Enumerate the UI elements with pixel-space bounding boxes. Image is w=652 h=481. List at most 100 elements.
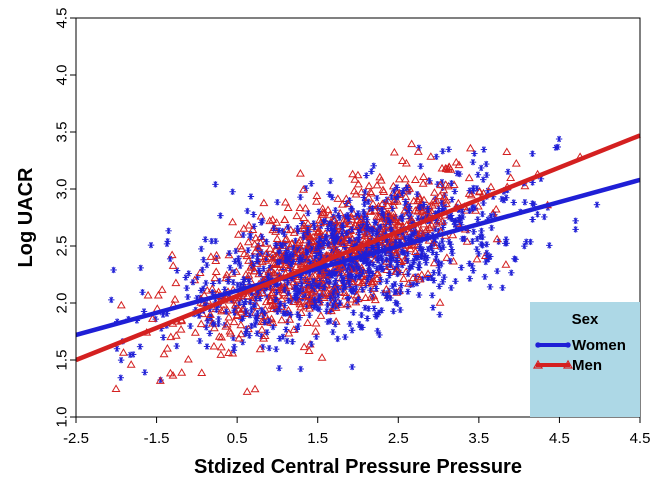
scatter-point-women	[283, 337, 291, 345]
scatter-point-men	[364, 181, 374, 190]
scatter-point-men	[304, 291, 313, 300]
scatter-point-women	[439, 148, 446, 155]
scatter-point-men	[372, 274, 382, 283]
scatter-point-women	[368, 168, 375, 175]
scatter-point-women	[225, 278, 232, 285]
scatter-point-women	[541, 213, 548, 221]
scatter-point-men	[281, 260, 291, 269]
scatter-point-women	[279, 333, 287, 340]
scatter-point-men	[374, 201, 384, 210]
scatter-point-men	[416, 228, 426, 237]
scatter-point-men	[251, 233, 261, 242]
scatter-point-women	[487, 253, 494, 260]
scatter-point-men	[429, 188, 439, 196]
scatter-point-women	[275, 364, 283, 372]
scatter-point-women	[455, 216, 462, 224]
scatter-point-women	[416, 203, 424, 211]
scatter-point-women	[411, 228, 419, 236]
scatter-point-women	[365, 198, 372, 205]
scatter-point-men	[436, 180, 445, 189]
scatter-point-women	[272, 296, 280, 303]
scatter-point-women	[510, 199, 517, 206]
scatter-point-women	[295, 287, 302, 295]
scatter-point-men	[319, 289, 329, 297]
scatter-point-men	[502, 147, 512, 156]
scatter-point-women	[239, 338, 246, 346]
scatter-point-women	[359, 268, 367, 276]
scatter-point-men	[410, 175, 420, 184]
scatter-point-men	[281, 197, 290, 206]
scatter-point-women	[498, 195, 505, 203]
scatter-point-men	[147, 314, 157, 322]
scatter-point-women	[452, 278, 459, 285]
scatter-point-men	[381, 284, 391, 293]
scatter-point-men	[311, 326, 321, 335]
scatter-point-women	[373, 228, 381, 236]
scatter-point-men	[367, 278, 377, 287]
scatter-point-men	[299, 342, 309, 351]
scatter-point-women	[346, 197, 353, 204]
scatter-point-women	[272, 345, 280, 353]
scatter-point-men	[318, 204, 328, 212]
scatter-point-women	[294, 224, 301, 232]
scatter-point-women	[572, 226, 579, 233]
scatter-point-women	[415, 264, 423, 271]
scatter-point-men	[329, 215, 339, 223]
scatter-point-women	[226, 249, 233, 257]
scatter-point-women	[258, 219, 265, 226]
scatter-point-women	[387, 261, 394, 269]
scatter-point-women	[546, 242, 553, 249]
scatter-point-women	[417, 163, 424, 170]
scatter-point-women	[404, 288, 412, 295]
scatter-point-men	[400, 174, 410, 183]
scatter-point-women	[293, 326, 300, 333]
scatter-point-women	[254, 309, 261, 317]
scatter-point-women	[292, 285, 299, 292]
scatter-point-men	[345, 219, 355, 228]
scatter-point-men	[377, 199, 387, 208]
scatter-point-men	[206, 252, 216, 260]
scatter-point-women	[173, 342, 180, 350]
scatter-point-men	[197, 368, 207, 376]
scatter-point-women	[283, 257, 291, 265]
scatter-point-men	[451, 157, 461, 166]
scatter-point-women	[330, 237, 337, 245]
scatter-point-men	[299, 221, 309, 230]
scatter-point-men	[280, 215, 290, 224]
scatter-point-men	[353, 179, 363, 188]
scatter-point-women	[246, 312, 254, 319]
scatter-point-men	[317, 353, 327, 361]
scatter-point-women	[339, 224, 346, 231]
scatter-point-men	[399, 274, 409, 282]
scatter-point-women	[325, 270, 333, 277]
scatter-point-men	[255, 344, 265, 353]
scatter-point-women	[344, 295, 352, 302]
scatter-point-women	[448, 180, 455, 187]
scatter-point-women	[331, 224, 338, 231]
scatter-point-men	[111, 384, 121, 392]
scatter-point-men	[214, 332, 224, 340]
scatter-point-men	[372, 269, 382, 278]
scatter-point-men	[299, 224, 309, 233]
scatter-point-men	[389, 147, 399, 156]
scatter-point-women	[160, 334, 167, 341]
scatter-point-women	[348, 287, 355, 295]
scatter-point-women	[141, 369, 149, 376]
scatter-point-women	[371, 219, 378, 226]
scatter-point-women	[247, 234, 254, 241]
scatter-point-men	[350, 175, 360, 183]
scatter-point-women	[473, 185, 481, 192]
scatter-point-women	[248, 306, 255, 314]
scatter-point-men	[230, 300, 240, 309]
scatter-point-women	[429, 249, 436, 256]
scatter-point-women	[383, 278, 390, 285]
scatter-point-men	[217, 332, 227, 341]
scatter-point-women	[377, 223, 384, 230]
scatter-point-women	[289, 338, 296, 345]
scatter-point-women	[373, 313, 380, 320]
scatter-point-women	[140, 308, 148, 315]
scatter-point-women	[231, 258, 239, 265]
scatter-point-men	[301, 301, 311, 309]
scatter-point-women	[436, 311, 443, 318]
scatter-point-women	[348, 226, 356, 233]
